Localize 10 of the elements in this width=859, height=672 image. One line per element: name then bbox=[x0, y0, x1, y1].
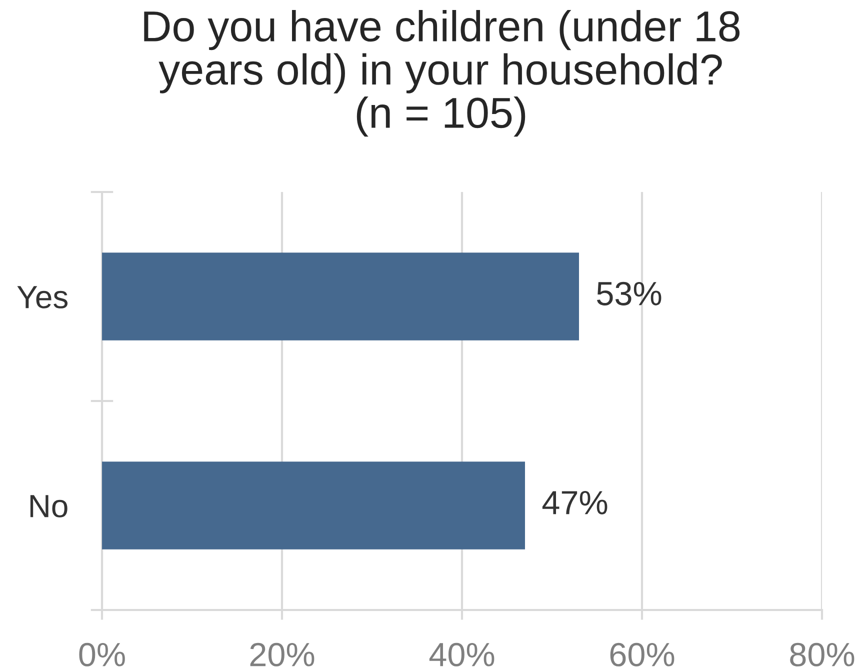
data-label: 53% bbox=[597, 282, 662, 306]
x-tick-label: 80% bbox=[790, 642, 854, 666]
x-tick-label: 20% bbox=[250, 642, 314, 666]
chart-title: Do you have children (under 18 years old) in your household? (n = 105) bbox=[144, 10, 740, 137]
x-tick-label: 60% bbox=[610, 642, 674, 666]
y-tick-label: Yes bbox=[17, 286, 68, 308]
x-tick-label: 0% bbox=[79, 642, 125, 666]
y-tick-label: No bbox=[30, 495, 68, 518]
x-tick-label: 40% bbox=[429, 642, 494, 666]
data-label: 47% bbox=[542, 490, 608, 514]
